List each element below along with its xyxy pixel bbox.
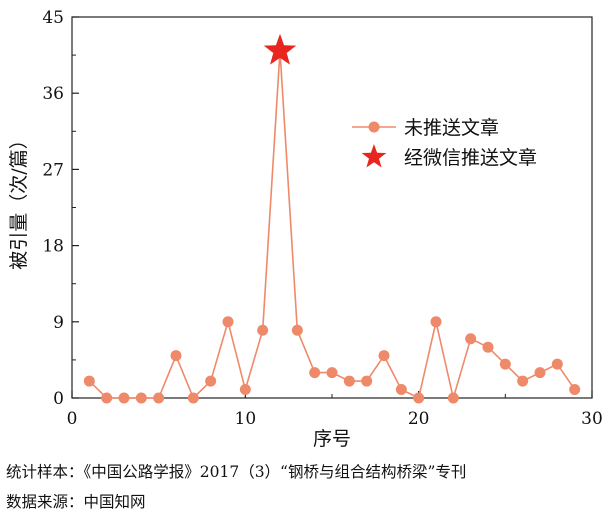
source-caption: 数据来源：中国知网: [6, 493, 146, 511]
axis-ticks: 0 10 20 30 0 9 18 27 36 45: [42, 8, 602, 429]
data-point: [326, 367, 338, 379]
data-point: [499, 358, 511, 370]
sample-caption: 统计样本：《中国公路学报》2017（3）“钢桥与组合结构桥梁”专刊: [6, 463, 467, 481]
data-point: [551, 358, 563, 370]
data-point: [447, 392, 459, 404]
citation-line-chart: 0 10 20 30 0 9 18 27 36 45 序号 被引量（次/篇） 未推送文章经微信推送…: [8, 8, 603, 450]
legend-label: 经微信推送文章: [404, 147, 537, 169]
y-tick-label: 9: [53, 313, 64, 333]
x-tick-label: 30: [581, 409, 603, 429]
data-point: [170, 350, 182, 362]
data-point: [534, 367, 546, 379]
data-point: [343, 375, 355, 387]
plot-frame: [71, 16, 593, 399]
data-point: [361, 375, 373, 387]
data-point: [378, 350, 390, 362]
data-point: [83, 375, 95, 387]
data-point: [291, 324, 303, 336]
legend-marker: [368, 121, 380, 133]
data-point: [153, 392, 165, 404]
data-point: [257, 324, 269, 336]
data-point: [413, 392, 425, 404]
y-tick-label: 45: [42, 8, 64, 28]
data-point: [101, 392, 113, 404]
y-tick-label: 0: [53, 389, 64, 409]
data-point: [395, 384, 407, 396]
data-point: [205, 375, 217, 387]
x-tick-label: 20: [408, 409, 430, 429]
x-tick-label: 10: [235, 409, 257, 429]
series-line: [88, 50, 576, 402]
data-point: [517, 375, 529, 387]
y-tick-label: 36: [42, 84, 64, 104]
data-point: [187, 392, 199, 404]
series-marker-group: [83, 45, 581, 404]
y-tick-label: 27: [42, 160, 64, 180]
data-point: [309, 367, 321, 379]
legend-label: 未推送文章: [404, 117, 499, 139]
star-data-point: [263, 33, 297, 65]
legend-star-icon: [361, 144, 387, 168]
data-point: [569, 384, 581, 396]
data-point: [222, 316, 234, 328]
data-point: [465, 333, 477, 345]
y-tick-label: 18: [42, 237, 64, 257]
data-point: [239, 384, 251, 396]
data-point: [430, 316, 442, 328]
y-axis-label: 被引量（次/篇）: [8, 130, 30, 269]
data-point: [482, 341, 494, 353]
series-line-group: [88, 50, 576, 402]
star-marker-group: [263, 33, 297, 65]
data-point: [135, 392, 147, 404]
x-axis-label: 序号: [313, 428, 351, 450]
x-tick-label: 0: [67, 409, 78, 429]
data-point: [118, 392, 130, 404]
